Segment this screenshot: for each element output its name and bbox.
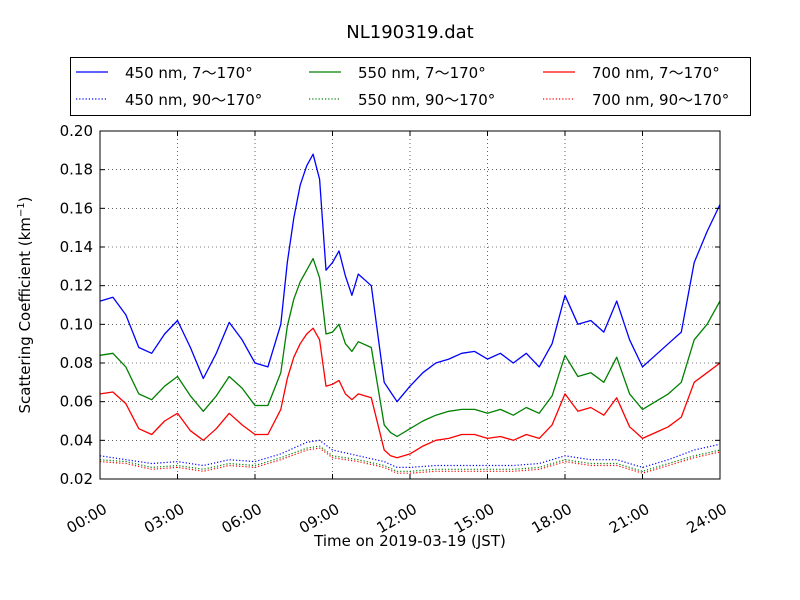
x-tick-label: 00:00 (64, 500, 110, 537)
legend-label: 550 nm, 7～170° (358, 64, 486, 82)
y-axis-label: Scattering Coefficient (km−1) (16, 196, 34, 413)
y-tick-label: 0.14 (60, 238, 93, 256)
y-axis-label-sup: −1 (16, 202, 27, 217)
series-line-0 (99, 153, 721, 403)
series-line-1 (99, 257, 721, 438)
series-layer (99, 153, 721, 474)
y-axis-label-main: Scattering Coefficient (km (16, 217, 34, 413)
y-tick-label: 0.04 (60, 431, 93, 449)
y-tick-label: 0.20 (60, 122, 93, 140)
y-tick-label: 0.18 (60, 161, 93, 179)
legend-label: 550 nm, 90～170° (358, 91, 495, 109)
y-axis-label-tail: ) (16, 196, 34, 202)
x-tick-label: 03:00 (141, 500, 187, 537)
x-tick-label: 24:00 (684, 500, 730, 537)
y-tick-label: 0.06 (60, 393, 93, 411)
x-tick-label: 18:00 (529, 500, 575, 537)
legend-label: 450 nm, 90～170° (125, 91, 262, 109)
x-axis-label: Time on 2019-03-19 (JST) (313, 532, 506, 550)
legend-box (70, 57, 751, 116)
legend-label: 450 nm, 7～170° (125, 64, 253, 82)
legend-label: 700 nm, 90～170° (592, 91, 729, 109)
y-tick-label: 0.08 (60, 354, 93, 372)
y-tick-label: 0.12 (60, 277, 93, 295)
x-tick-label: 06:00 (219, 500, 265, 537)
series-line-5 (99, 447, 721, 474)
y-tick-label: 0.10 (60, 315, 93, 333)
x-tick-label: 21:00 (606, 500, 652, 537)
plot-background (100, 131, 720, 479)
chart-title: NL190319.dat (346, 22, 473, 43)
y-tick-label: 0.02 (60, 470, 93, 488)
legend-label: 700 nm, 7～170° (592, 64, 720, 82)
series-line-2 (99, 327, 721, 459)
legend: 450 nm, 7～170° 550 nm, 7～170° 700 nm, 7～17… (76, 64, 729, 109)
series-line-4 (99, 445, 721, 472)
series-line-3 (99, 439, 721, 468)
y-tick-label: 0.16 (60, 199, 93, 217)
